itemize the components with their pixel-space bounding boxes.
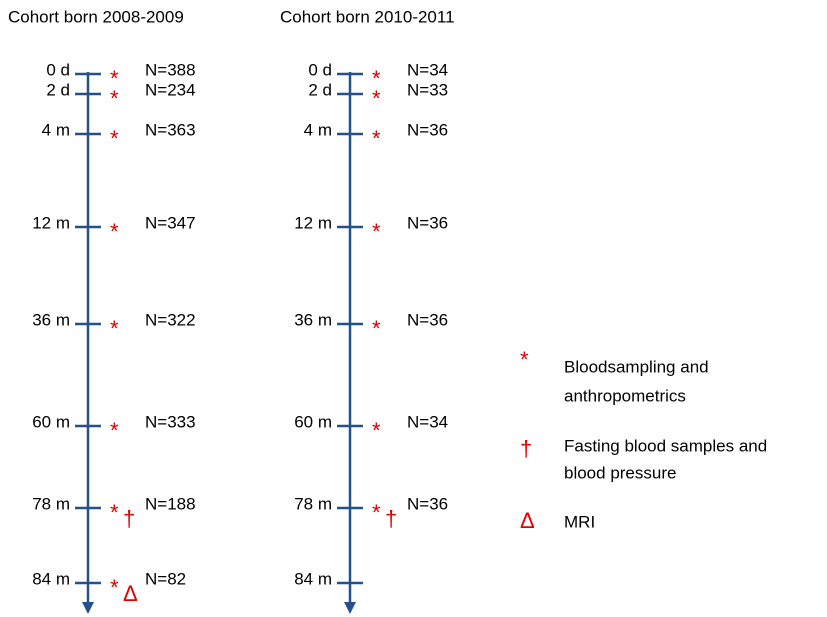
symbol: *	[372, 418, 381, 443]
legend-text: blood pressure	[564, 463, 676, 482]
time-label: 4 m	[304, 120, 332, 139]
n-label: N=234	[145, 80, 196, 99]
symbol: †	[123, 506, 135, 531]
symbol: *	[110, 86, 119, 111]
n-label: N=388	[145, 60, 196, 79]
symbol: *	[110, 66, 119, 91]
time-label: 0 d	[308, 60, 332, 79]
symbol: *	[372, 66, 381, 91]
n-label: N=36	[407, 494, 448, 513]
legend-text: Fasting blood samples and	[564, 436, 767, 455]
arrow-head	[344, 602, 356, 614]
n-label: N=34	[407, 60, 448, 79]
symbol: *	[372, 316, 381, 341]
n-label: N=36	[407, 213, 448, 232]
n-label: N=36	[407, 310, 448, 329]
time-label: 84 m	[32, 569, 70, 588]
cohort-title: Cohort born 2008-2009	[8, 7, 184, 26]
time-label: 4 m	[42, 120, 70, 139]
symbol: †	[385, 506, 397, 531]
time-label: 36 m	[32, 310, 70, 329]
symbol: *	[372, 219, 381, 244]
legend-text: Bloodsampling and	[564, 357, 709, 376]
n-label: N=33	[407, 80, 448, 99]
symbol: *	[372, 500, 381, 525]
time-label: 12 m	[294, 213, 332, 232]
symbol: Δ	[123, 581, 138, 606]
n-label: N=363	[145, 120, 196, 139]
time-label: 60 m	[32, 412, 70, 431]
cohort-title: Cohort born 2010-2011	[280, 7, 455, 26]
time-label: 84 m	[294, 569, 332, 588]
symbol: *	[110, 500, 119, 525]
n-label: N=36	[407, 120, 448, 139]
n-label: N=188	[145, 494, 196, 513]
time-label: 2 d	[308, 80, 332, 99]
symbol: *	[110, 575, 119, 600]
legend-symbol: *	[520, 347, 529, 372]
legend-symbol: Δ	[520, 508, 535, 533]
time-label: 2 d	[46, 80, 70, 99]
n-label: N=34	[407, 412, 448, 431]
n-label: N=333	[145, 412, 196, 431]
time-label: 36 m	[294, 310, 332, 329]
arrow-head	[82, 602, 94, 614]
time-label: 12 m	[32, 213, 70, 232]
n-label: N=82	[145, 569, 186, 588]
symbol: *	[110, 418, 119, 443]
symbol: *	[110, 316, 119, 341]
time-label: 0 d	[46, 60, 70, 79]
legend-symbol: †	[520, 436, 532, 461]
n-label: N=347	[145, 213, 196, 232]
n-label: N=322	[145, 310, 196, 329]
symbol: *	[372, 126, 381, 151]
time-label: 78 m	[294, 494, 332, 513]
legend-text: anthropometrics	[564, 386, 686, 405]
legend-text: MRI	[564, 512, 595, 531]
time-label: 60 m	[294, 412, 332, 431]
symbol: *	[110, 126, 119, 151]
time-label: 78 m	[32, 494, 70, 513]
symbol: *	[372, 86, 381, 111]
symbol: *	[110, 219, 119, 244]
